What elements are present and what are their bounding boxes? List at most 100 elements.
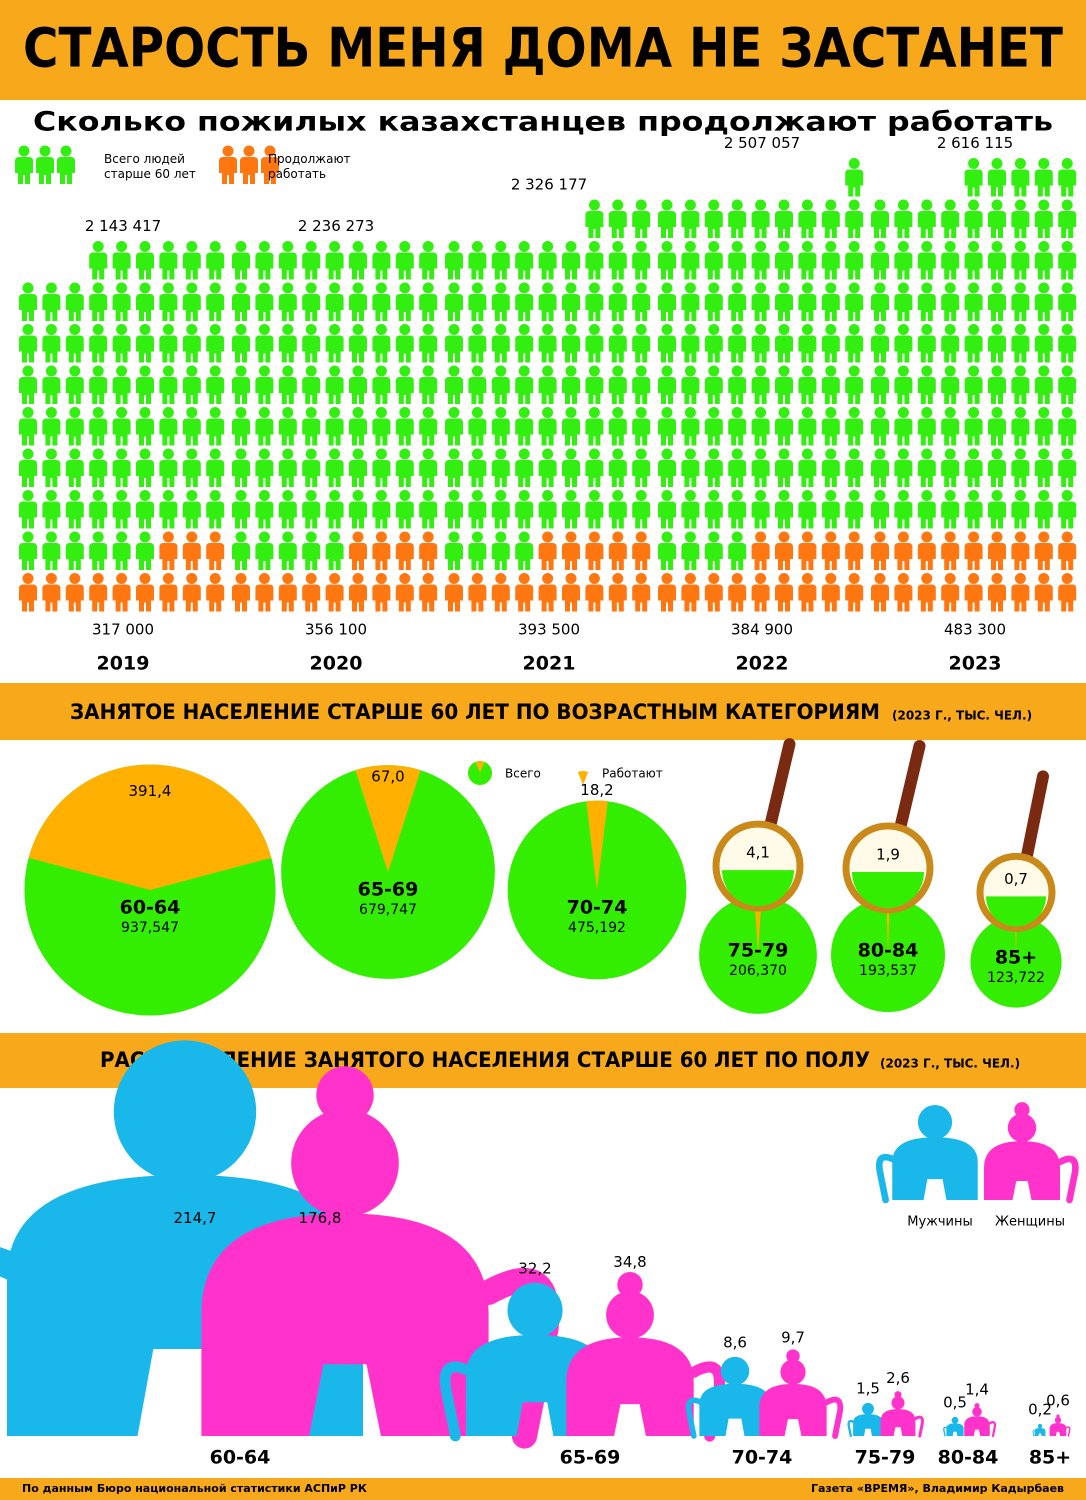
person-body: [325, 501, 344, 529]
person-icon: [232, 324, 250, 363]
person-icon: [681, 241, 700, 280]
total-icons: [19, 241, 225, 570]
person-icon: [941, 282, 960, 321]
person-icon: [1011, 490, 1030, 529]
person-head: [778, 199, 790, 211]
person-icon: [1034, 490, 1053, 529]
person-icon: [491, 573, 510, 612]
person-head: [825, 531, 837, 543]
person-body: [562, 543, 580, 570]
person-icon: [658, 324, 676, 363]
person-body: [704, 294, 723, 321]
person-icon: [112, 282, 131, 321]
person-head: [661, 241, 673, 252]
person-head: [897, 490, 909, 501]
figure-bun: [1056, 1414, 1060, 1418]
person-body: [65, 543, 84, 570]
person-body: [42, 418, 61, 446]
person-icon: [538, 407, 557, 446]
person-head: [1038, 199, 1050, 211]
person-head: [305, 448, 317, 460]
person-body: [419, 294, 438, 321]
person-head: [708, 241, 720, 252]
person-head: [661, 407, 673, 418]
figure-head: [972, 1406, 982, 1417]
person-head: [258, 407, 270, 418]
person-body: [775, 377, 793, 404]
person-icon: [871, 407, 889, 446]
person-icon: [1034, 158, 1053, 197]
person-head: [612, 365, 624, 377]
person-body: [372, 501, 391, 529]
person-head: [542, 490, 554, 501]
person-head: [825, 241, 837, 252]
person-icon: [988, 158, 1006, 197]
person-icon: [491, 407, 510, 446]
male-value: 0,2: [1028, 1400, 1052, 1418]
person-head: [305, 324, 317, 335]
person-body: [871, 377, 889, 404]
person-head: [612, 448, 624, 460]
person-head: [329, 365, 341, 377]
person-head: [139, 241, 151, 252]
person-body: [19, 294, 37, 321]
person-body: [1058, 335, 1077, 363]
person-head: [921, 324, 933, 335]
person-head: [778, 573, 790, 584]
person-head: [874, 365, 886, 377]
person-head: [921, 490, 933, 501]
person-icon: [206, 531, 225, 570]
person-icon: [751, 365, 770, 404]
person-head: [968, 531, 980, 543]
person-head: [778, 365, 790, 377]
person-head: [375, 490, 387, 501]
person-body: [964, 543, 983, 570]
person-body: [751, 211, 770, 238]
person-icon: [1034, 199, 1053, 238]
person-body: [562, 418, 580, 446]
person-icon: [681, 448, 700, 487]
person-icon: [1034, 448, 1053, 487]
person-body: [255, 584, 274, 612]
person-head: [755, 199, 767, 211]
person-icon: [278, 282, 297, 321]
person-body: [112, 335, 131, 363]
person-icon: [372, 573, 391, 612]
person-body: [232, 543, 250, 570]
person-body: [278, 584, 297, 612]
person-body: [964, 418, 983, 446]
person-head: [755, 365, 767, 377]
person-icon: [1011, 282, 1030, 321]
person-body: [89, 418, 108, 446]
person-icon: [112, 573, 131, 612]
person-head: [329, 407, 341, 418]
person-body: [704, 211, 723, 238]
person-body: [775, 543, 793, 570]
person-head: [874, 407, 886, 418]
footer-band: [0, 1478, 1086, 1500]
person-head: [399, 324, 411, 335]
figure-cane: [913, 1415, 924, 1438]
person-head: [495, 573, 507, 584]
person-head: [352, 241, 364, 252]
person-head: [565, 365, 577, 377]
person-icon: [704, 407, 723, 446]
person-head: [69, 490, 81, 501]
person-head: [1061, 490, 1073, 501]
person-icon: [255, 490, 274, 529]
person-head: [801, 324, 813, 335]
person-icon: [372, 531, 391, 570]
person-icon: [232, 573, 250, 612]
person-body: [658, 252, 676, 280]
person-head: [222, 145, 234, 157]
person-head: [968, 324, 980, 335]
figure-body: [880, 1409, 916, 1436]
person-body: [1058, 543, 1077, 570]
person-head: [162, 241, 174, 252]
person-body: [325, 418, 344, 446]
person-body: [65, 294, 84, 321]
person-head: [329, 448, 341, 460]
person-head: [848, 241, 860, 252]
person-body: [42, 584, 61, 612]
category-label: 85+: [995, 947, 1037, 969]
